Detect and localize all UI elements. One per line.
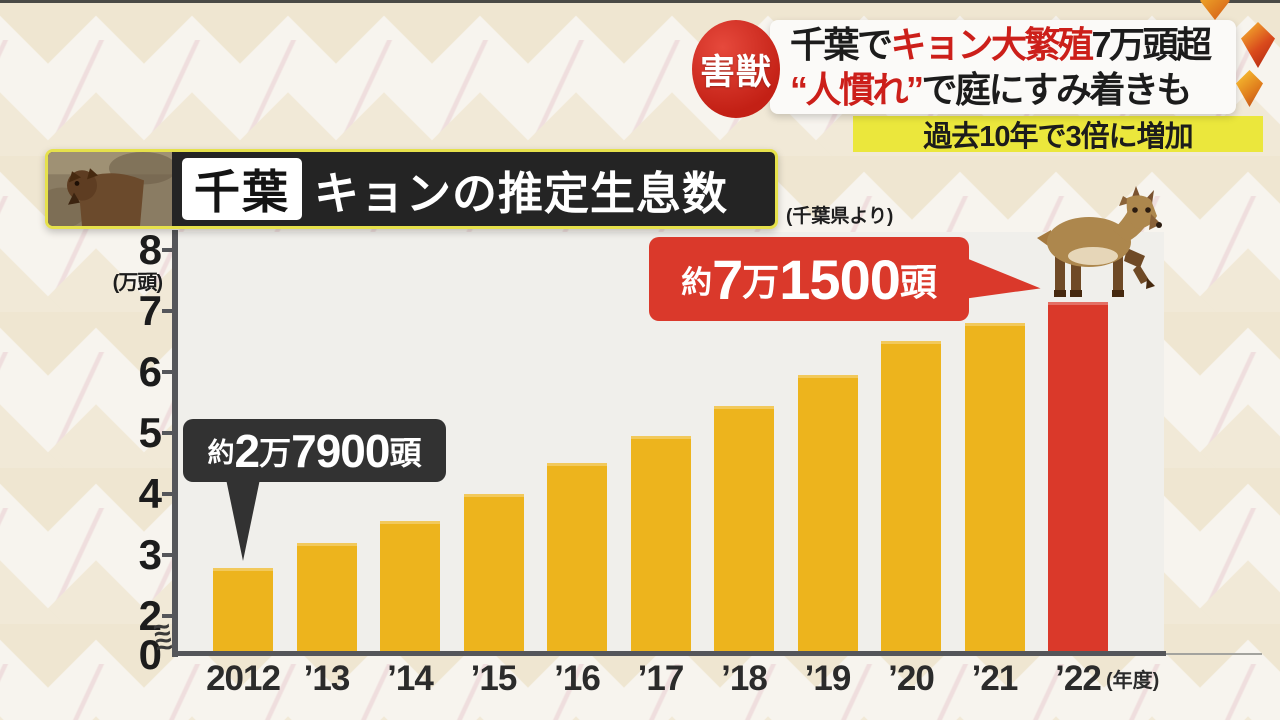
y-tick-mark	[162, 492, 172, 496]
y-tick-mark	[162, 431, 172, 435]
callout-2012: 約 2 万 7900 頭	[183, 419, 446, 482]
y-tick-label: 4	[138, 470, 162, 517]
pest-badge: 害獣	[692, 20, 780, 118]
x-axis-extension-line	[1166, 653, 1262, 655]
y-zero-label: 0	[138, 631, 162, 678]
callout-2022: 約 7 万 1500 頭	[649, 237, 969, 321]
callout-2012-unit: 万	[259, 434, 292, 471]
bar-15	[463, 494, 524, 651]
headline-2-red: “人慣れ”	[790, 69, 924, 110]
y-tick-label: 2	[138, 592, 162, 639]
bar-20	[881, 341, 941, 651]
x-tick-label: ’20	[888, 659, 935, 698]
bar-22	[1048, 302, 1108, 651]
callout-2022-digits2: 1500	[779, 247, 901, 311]
muntjac-photo	[48, 152, 172, 226]
x-tick-label: 2012	[206, 659, 281, 698]
callout-2012-approx: 約	[207, 438, 235, 468]
sub-banner: 過去10年で3倍に増加	[853, 116, 1263, 153]
headline-1-red: キョン大繁殖	[890, 24, 1095, 65]
x-tick-label: ’18	[721, 659, 768, 698]
y-tick-label: 3	[138, 531, 162, 578]
headline-box: 千葉でキョン大繁殖7万頭超 “人慣れ”で庭にすみ着きも	[770, 20, 1236, 114]
x-tick-label: ’17	[637, 659, 685, 698]
chart-title-bar: 千葉 キョンの推定生息数	[45, 149, 778, 229]
callout-2022-digit1: 7	[712, 247, 743, 311]
callout-2022-suffix: 頭	[899, 262, 937, 303]
x-axis-line	[172, 651, 1166, 656]
x-tick-label: ’16	[554, 659, 601, 698]
x-tick-label: ’13	[303, 659, 351, 698]
headline-line-2: “人慣れ”で庭にすみ着きも	[790, 67, 1228, 112]
callout-2012-digit1: 2	[234, 424, 261, 477]
headline-2-black: で庭にすみ着きも	[921, 69, 1193, 110]
headline-1-black-b: 7万頭超	[1091, 24, 1213, 65]
y-tick-label: 7	[138, 287, 162, 334]
bar-16	[547, 463, 607, 651]
y-tick-label: 6	[138, 348, 162, 395]
callout-2012-pointer	[226, 479, 260, 561]
headline-line-1: 千葉でキョン大繁殖7万頭超	[790, 22, 1228, 67]
y-tick-label: 5	[138, 409, 162, 456]
x-axis-unit-label: (年度)	[1106, 670, 1160, 692]
muntjac-illustration-icon	[1037, 186, 1162, 297]
y-tick-mark	[162, 553, 172, 557]
y-tick-mark	[162, 370, 172, 374]
callout-2022-approx: 約	[681, 264, 713, 300]
bar-2012	[213, 568, 273, 651]
y-tick-mark	[162, 248, 172, 252]
y-tick-label: 8	[138, 226, 162, 273]
source-note: (千葉県より)	[786, 206, 894, 227]
bar-18	[714, 406, 774, 651]
bar-13	[296, 543, 357, 651]
chart-title: キョンの推定生息数	[314, 167, 729, 219]
y-axis-unit-label: (万頭)	[112, 272, 163, 294]
bar-14	[380, 521, 440, 651]
y-tick-mark	[162, 309, 172, 313]
bar-17	[630, 436, 691, 651]
bar-21	[964, 323, 1025, 651]
y-axis-line	[172, 230, 178, 657]
bar-19	[797, 375, 858, 651]
region-label: 千葉	[182, 158, 302, 220]
callout-2012-digits2: 7900	[291, 424, 390, 477]
x-tick-label: ’21	[971, 659, 1019, 698]
y-tick-mark	[162, 614, 172, 618]
callout-2022-unit: 万	[742, 262, 780, 303]
x-tick-label: ’22	[1055, 659, 1102, 698]
headline-1-black-a: 千葉で	[790, 24, 893, 65]
x-tick-label: ’19	[804, 659, 852, 698]
callout-2012-suffix: 頭	[389, 434, 422, 471]
x-tick-label: ’15	[470, 659, 518, 698]
axis-break-mark: ≈ ≈	[151, 613, 175, 662]
x-tick-label: ’14	[387, 659, 434, 698]
top-edge-strip	[0, 0, 1280, 3]
